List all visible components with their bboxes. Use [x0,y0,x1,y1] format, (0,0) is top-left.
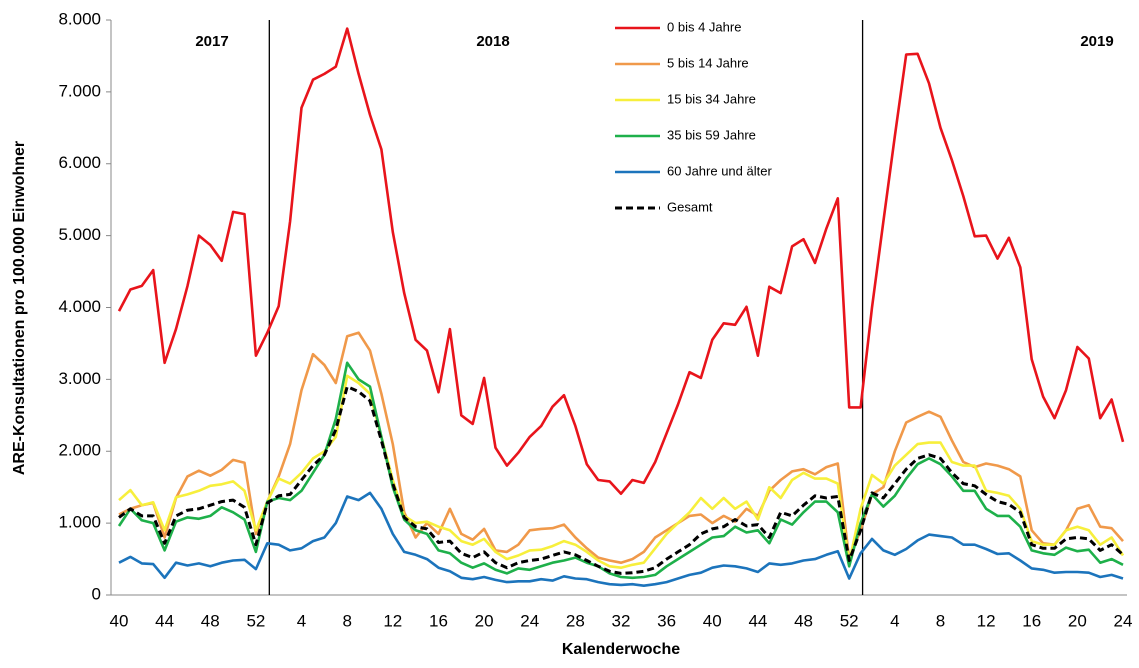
x-tick-label: 52 [840,611,859,630]
x-tick-label: 20 [475,611,494,630]
y-tick-label: 4.000 [58,297,101,316]
y-axis-title: ARE-Konsultationen pro 100.000 Einwohner [11,141,28,475]
x-tick-label: 8 [936,611,945,630]
series-line [118,385,1124,575]
year-label: 2019 [1080,33,1113,50]
series-line [117,27,1125,495]
x-tick-label: 44 [155,611,174,630]
x-tick-label: 40 [110,611,129,630]
legend-label: 35 bis 59 Jahre [667,127,756,142]
x-tick-label: 16 [429,611,448,630]
x-tick-label: 52 [246,611,265,630]
series-line [117,361,1124,580]
y-tick-label: 6.000 [58,153,101,172]
y-tick-label: 0 [92,584,101,603]
y-tick-label: 5.000 [58,225,101,244]
x-tick-label: 24 [520,611,539,630]
year-label: 2017 [195,33,228,50]
series-line [118,491,1124,587]
y-tick-label: 3.000 [58,369,101,388]
x-axis-title: Kalenderwoche [562,641,680,658]
y-tick-label: 1.000 [58,513,101,532]
series-line [118,374,1125,569]
x-tick-label: 8 [342,611,351,630]
x-tick-label: 48 [201,611,220,630]
legend-label: 0 bis 4 Jahre [667,19,741,34]
x-tick-label: 24 [1114,611,1133,630]
x-tick-label: 28 [566,611,585,630]
y-tick-label: 8.000 [58,9,101,28]
legend-label: 15 bis 34 Jahre [667,91,756,106]
legend-label: 5 bis 14 Jahre [667,55,749,70]
y-tick-label: 2.000 [58,441,101,460]
x-tick-label: 40 [703,611,722,630]
x-tick-label: 16 [1022,611,1041,630]
x-tick-label: 4 [890,611,899,630]
x-tick-label: 36 [657,611,676,630]
year-label: 2018 [476,33,509,50]
legend-label: 60 Jahre und älter [667,163,772,178]
x-tick-label: 20 [1068,611,1087,630]
legend-label: Gesamt [667,199,713,214]
y-tick-label: 7.000 [58,81,101,100]
x-tick-label: 12 [977,611,996,630]
x-tick-label: 44 [748,611,767,630]
x-tick-label: 4 [297,611,306,630]
x-tick-label: 32 [612,611,631,630]
x-tick-label: 12 [383,611,402,630]
x-tick-label: 48 [794,611,813,630]
series-line [118,331,1124,564]
